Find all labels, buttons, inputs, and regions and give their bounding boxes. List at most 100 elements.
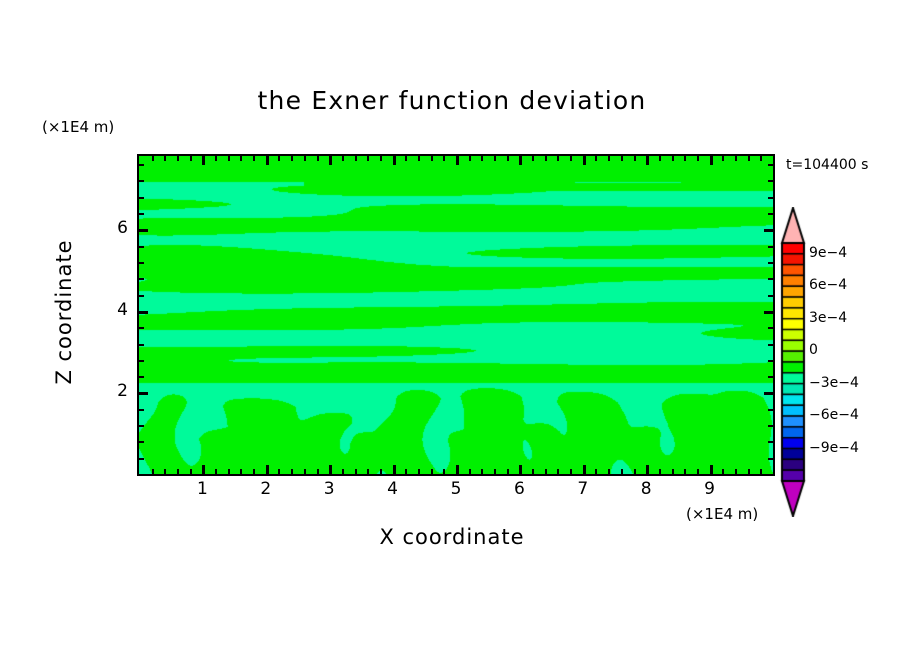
x-minor-tick [278,469,280,474]
x-minor-tick-top [608,156,610,161]
y-minor-tick [139,441,144,443]
x-minor-tick-top [228,156,230,161]
y-minor-tick [139,164,144,166]
y-minor-tick-right [768,441,773,443]
x-minor-tick [469,469,471,474]
x-major-tick-top [456,156,459,165]
x-major-tick-top [583,156,586,165]
x-minor-tick-top [405,156,407,161]
colorbar-tick-label: 3e−4 [809,309,848,326]
x-tick-label: 9 [704,479,715,499]
y-tick-label: 2 [117,381,128,402]
x-minor-tick-top [684,156,686,161]
y-minor-tick [139,278,144,280]
x-minor-tick [164,469,166,474]
y-minor-tick-right [768,295,773,297]
x-minor-tick [443,469,445,474]
x-minor-tick [634,469,636,474]
x-minor-tick [595,469,597,474]
x-minor-tick [304,469,306,474]
x-minor-tick-top [494,156,496,161]
x-major-tick [393,465,396,474]
y-minor-tick [139,376,144,378]
colorbar-gradient [779,207,807,517]
y-minor-tick-right [768,360,773,362]
x-minor-tick-top [240,156,242,161]
x-minor-tick-top [748,156,750,161]
x-minor-tick [532,469,534,474]
timestamp-label: t=104400 s [786,157,869,173]
contour-field [139,156,773,474]
y-minor-tick [139,213,144,215]
x-minor-tick [570,469,572,474]
x-minor-tick-top [418,156,420,161]
x-minor-tick-top [342,156,344,161]
x-minor-tick-top [545,156,547,161]
x-minor-tick-top [164,156,166,161]
x-minor-tick [177,469,179,474]
x-major-tick [646,465,649,474]
colorbar-tick-label: 9e−4 [809,244,848,261]
x-minor-tick-top [735,156,737,161]
y-minor-tick-right [768,425,773,427]
y-minor-tick [139,425,144,427]
y-axis-title: Z coordinate [52,239,76,385]
x-minor-tick-top [532,156,534,161]
y-minor-tick-right [768,197,773,199]
colorbar-tick-label: −6e−4 [809,407,859,424]
x-minor-tick [215,469,217,474]
y-minor-tick [139,360,144,362]
x-minor-tick-top [722,156,724,161]
y-major-tick-right [764,311,773,314]
x-minor-tick [367,469,369,474]
x-major-tick-top [710,156,713,165]
y-minor-tick-right [768,180,773,182]
x-minor-tick-top [570,156,572,161]
y-minor-tick [139,262,144,264]
x-minor-tick [494,469,496,474]
x-major-tick [329,465,332,474]
colorbar [779,207,807,517]
x-minor-tick [760,469,762,474]
y-minor-tick-right [768,458,773,460]
x-minor-tick-top [152,156,154,161]
colorbar-tick-label: −3e−4 [809,374,859,391]
x-axis-unit-label: (×1E4 m) [686,505,759,523]
x-minor-tick-top [177,156,179,161]
x-tick-label: 6 [513,479,525,499]
x-minor-tick [684,469,686,474]
x-minor-tick [672,469,674,474]
x-axis-title: X coordinate [379,525,525,549]
x-minor-tick-top [443,156,445,161]
x-minor-tick [380,469,382,474]
x-minor-tick-top [634,156,636,161]
x-tick-label: 8 [640,479,652,499]
x-tick-label: 7 [577,479,589,499]
x-major-tick-top [266,156,269,165]
x-minor-tick [722,469,724,474]
y-minor-tick-right [768,164,773,166]
x-minor-tick [240,469,242,474]
x-minor-tick-top [760,156,762,161]
x-minor-tick [405,469,407,474]
x-major-tick [456,465,459,474]
x-minor-tick [557,469,559,474]
x-minor-tick-top [481,156,483,161]
y-minor-tick [139,197,144,199]
x-minor-tick-top [595,156,597,161]
x-major-tick [202,465,205,474]
y-minor-tick-right [768,262,773,264]
contour-plot-area [137,154,775,476]
x-minor-tick [418,469,420,474]
y-minor-tick-right [768,278,773,280]
x-minor-tick-top [507,156,509,161]
x-minor-tick [355,469,357,474]
x-major-tick-top [519,156,522,165]
x-minor-tick [342,469,344,474]
x-major-tick [519,465,522,474]
y-tick-label: 4 [117,299,128,320]
x-minor-tick-top [291,156,293,161]
x-major-tick-top [646,156,649,165]
x-minor-tick [152,469,154,474]
